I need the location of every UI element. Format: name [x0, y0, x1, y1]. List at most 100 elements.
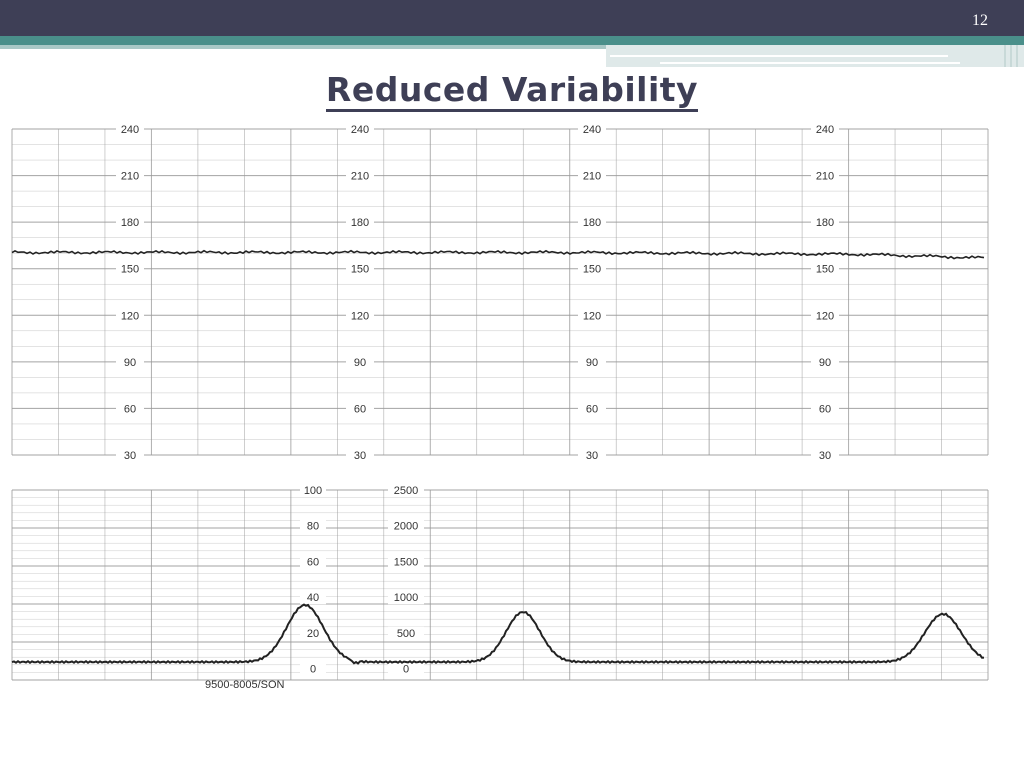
uc-label-bg — [300, 519, 326, 533]
uc-scale-right-label: 500 — [397, 628, 415, 640]
fhr-trace-line — [11, 249, 985, 260]
header-bar — [0, 0, 1024, 36]
fhr-label-bg — [346, 123, 374, 136]
fhr-label-bg — [578, 449, 606, 462]
uc-trace-line — [11, 603, 985, 665]
fhr-label-bg — [116, 123, 144, 136]
uc-scale-left-label: 20 — [307, 628, 319, 640]
fhr-label-bg — [578, 402, 606, 416]
fhr-scale-label: 210 — [816, 171, 834, 183]
fhr-label-bg — [116, 449, 144, 462]
fhr-scale-label: 30 — [819, 450, 831, 462]
fhr-scale-label: 120 — [583, 310, 601, 322]
fhr-label-bg — [346, 355, 374, 369]
fhr-scale-label: 90 — [586, 357, 598, 369]
fhr-scale-label: 90 — [124, 357, 136, 369]
fhr-label-bg — [811, 169, 839, 183]
fhr-scale-label: 60 — [124, 403, 136, 415]
fhr-scale-label: 150 — [583, 264, 601, 276]
fhr-scale-label: 180 — [121, 217, 139, 229]
fhr-label-bg — [811, 123, 839, 136]
fhr-scale-label: 30 — [124, 450, 136, 462]
fhr-label-bg — [346, 216, 374, 230]
fhr-scale-label: 60 — [819, 403, 831, 415]
fhr-label-bg — [578, 355, 606, 369]
uc-label-bg — [300, 591, 326, 605]
uc-label-bg — [388, 519, 424, 533]
uc-scale-right-label: 1500 — [394, 556, 418, 568]
fhr-scale-label: 180 — [583, 217, 601, 229]
fhr-label-bg — [116, 169, 144, 183]
uc-label-bg — [388, 484, 424, 497]
uc-scale-left-label: 80 — [307, 521, 319, 533]
fhr-scale-label: 150 — [351, 264, 369, 276]
fhr-scale-label: 240 — [816, 124, 834, 136]
uc-label-bg — [388, 591, 424, 605]
fhr-scale-label: 60 — [586, 403, 598, 415]
fhr-label-bg — [346, 449, 374, 462]
fhr-label-bg — [116, 355, 144, 369]
uc-scale-right-label: 0 — [403, 664, 409, 676]
fhr-scale-label: 180 — [351, 217, 369, 229]
uc-label-bg — [388, 555, 424, 569]
slide-number: 12 — [972, 12, 988, 29]
uc-scale-right-label: 2500 — [394, 485, 418, 497]
uc-scale-left-label: 0 — [310, 664, 316, 676]
fhr-label-bg — [578, 262, 606, 276]
fhr-label-bg — [116, 216, 144, 230]
uc-label-bg — [388, 662, 424, 676]
teal-band-light — [0, 45, 1024, 49]
header-accent-divider — [1010, 45, 1012, 67]
fhr-scale-label: 210 — [121, 171, 139, 183]
fhr-label-bg — [346, 169, 374, 183]
uc-label-bg — [300, 626, 326, 640]
header-accent-line — [610, 55, 948, 57]
fhr-grid — [11, 128, 989, 456]
fhr-label-bg — [811, 355, 839, 369]
fhr-label-bg — [811, 216, 839, 230]
header-accent-divider — [1016, 45, 1018, 67]
fhr-scale-label: 210 — [351, 171, 369, 183]
fhr-scale-label: 90 — [819, 357, 831, 369]
fhr-label-bg — [578, 309, 606, 323]
uc-scale-left-label: 100 — [304, 485, 322, 497]
fhr-scale-label: 90 — [354, 357, 366, 369]
fhr-scale-label: 30 — [354, 450, 366, 462]
fhr-scale-label: 150 — [121, 264, 139, 276]
uc-label-bg — [300, 555, 326, 569]
uc-label-bg — [300, 484, 326, 497]
fhr-label-bg — [578, 123, 606, 136]
fhr-scale-label: 150 — [816, 264, 834, 276]
fhr-label-bg — [578, 169, 606, 183]
uc-label-bg — [388, 626, 424, 640]
header-accent-divider — [1004, 45, 1006, 67]
uc-scale-left-label: 60 — [307, 556, 319, 568]
fhr-scale-label: 30 — [586, 450, 598, 462]
fhr-scale-labels: 240 210 180 150 120 90 60 30 240 210 180 150 120 90 60… — [116, 123, 839, 462]
slide-title-text: Reduced Variability — [325, 70, 699, 112]
fhr-label-bg — [811, 309, 839, 323]
uc-scale-labels: 100 80 60 40 20 0 2500 2000 1500 1000 500 0 — [300, 484, 424, 676]
fhr-label-bg — [346, 402, 374, 416]
uc-scale-right-label: 1000 — [394, 592, 418, 604]
fhr-label-bg — [346, 309, 374, 323]
paper-code-label: 9500-8005/SON — [205, 679, 285, 691]
fhr-scale-label: 210 — [583, 171, 601, 183]
uc-label-bg — [300, 662, 326, 676]
uc-scale-left-label: 40 — [307, 592, 319, 604]
fhr-label-bg — [116, 262, 144, 276]
fhr-scale-label: 240 — [351, 124, 369, 136]
fhr-scale-label: 240 — [121, 124, 139, 136]
fhr-label-bg — [811, 449, 839, 462]
teal-band — [0, 36, 1024, 45]
fhr-label-bg — [346, 262, 374, 276]
uc-grid — [11, 489, 989, 681]
fhr-label-bg — [811, 262, 839, 276]
fhr-scale-label: 60 — [354, 403, 366, 415]
fhr-scale-label: 180 — [816, 217, 834, 229]
fhr-label-bg — [116, 402, 144, 416]
slide-title: Reduced Variability — [0, 70, 1024, 112]
fhr-scale-label: 120 — [351, 310, 369, 322]
header-accent-line — [660, 62, 960, 64]
